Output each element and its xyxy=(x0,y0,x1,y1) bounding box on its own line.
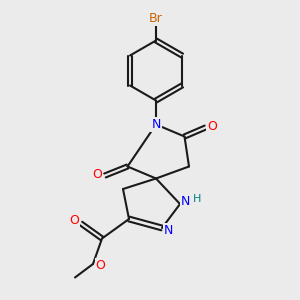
Text: O: O xyxy=(93,167,102,181)
Text: N: N xyxy=(164,224,173,237)
Text: H: H xyxy=(193,194,202,205)
Text: N: N xyxy=(151,118,161,131)
Text: O: O xyxy=(70,214,79,227)
Text: N: N xyxy=(181,195,190,208)
Text: Br: Br xyxy=(149,12,163,26)
Text: O: O xyxy=(207,119,217,133)
Text: O: O xyxy=(96,259,105,272)
